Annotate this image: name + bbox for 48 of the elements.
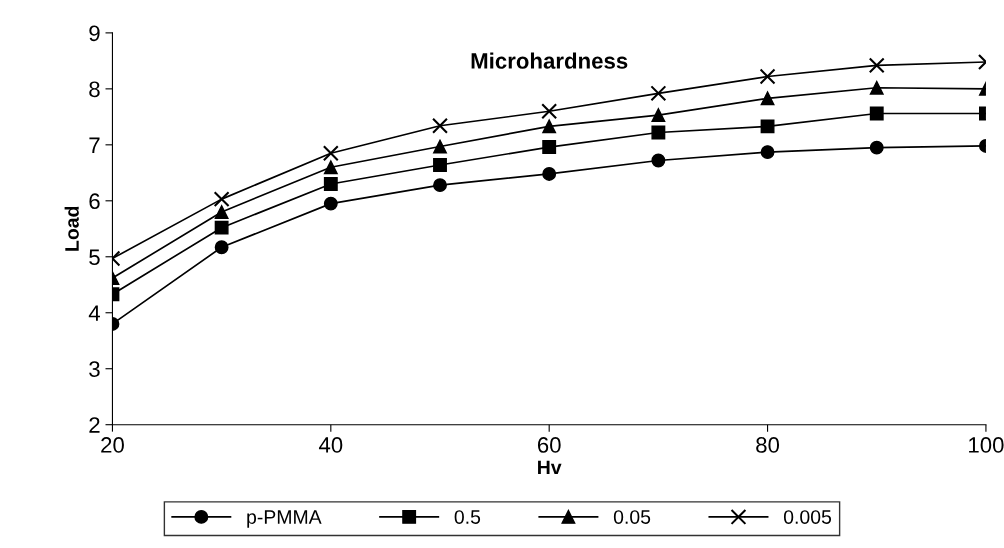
point	[869, 140, 884, 155]
point	[541, 103, 558, 120]
point	[650, 85, 667, 102]
point	[760, 145, 775, 160]
y-tick-label: 7	[89, 137, 100, 153]
y-tick-label: 2	[89, 417, 100, 433]
text: Microhardness	[471, 52, 628, 69]
x-tick-label: 60	[537, 437, 561, 453]
point	[651, 108, 666, 123]
point	[433, 158, 447, 172]
point	[651, 153, 666, 168]
x-tick-label: 20	[101, 437, 124, 453]
x-tick-label: 40	[318, 437, 343, 453]
point	[323, 177, 338, 191]
x-tick-label: 80	[756, 437, 780, 453]
point	[432, 117, 448, 134]
point	[759, 68, 776, 85]
point	[433, 139, 447, 154]
y-tick-label: 8	[89, 81, 100, 98]
y-tick-label: 9	[89, 25, 100, 42]
point	[213, 191, 230, 208]
point	[869, 106, 884, 121]
point	[760, 119, 775, 134]
point	[651, 125, 666, 140]
point	[868, 57, 885, 74]
legend-label: 0.05	[613, 510, 651, 524]
y-axis-title: Load	[64, 206, 79, 251]
point	[760, 91, 775, 106]
y-tick-label: 3	[89, 361, 100, 377]
point	[214, 205, 229, 219]
point	[323, 160, 338, 175]
point	[214, 240, 229, 255]
x-axis-title: Hv	[538, 460, 562, 475]
point	[542, 119, 557, 134]
point	[433, 178, 447, 193]
point	[542, 140, 557, 155]
point	[323, 196, 338, 211]
point	[869, 80, 884, 95]
legend-label: 0.005	[783, 510, 832, 524]
y-tick-label: 5	[89, 249, 100, 266]
x-tick-label: 100	[969, 437, 1004, 453]
point	[322, 145, 339, 162]
legend-label: 0.5	[454, 510, 481, 524]
y-tick-label: 4	[88, 305, 100, 321]
y-tick-label: 6	[89, 193, 100, 210]
point	[542, 166, 557, 181]
point	[214, 220, 229, 235]
legend-label: p-PMMA	[247, 510, 322, 528]
